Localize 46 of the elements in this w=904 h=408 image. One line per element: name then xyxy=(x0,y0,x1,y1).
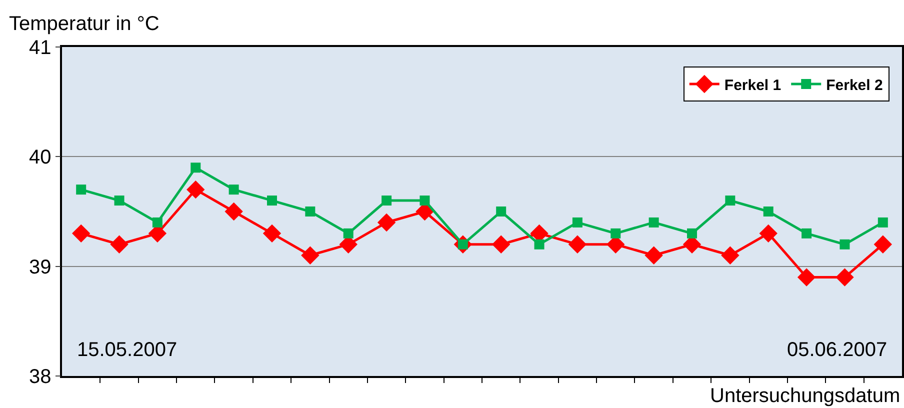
point xyxy=(343,228,354,238)
point xyxy=(228,184,239,195)
legend-label: Ferkel 1 xyxy=(724,76,782,94)
x-axis-title: Untersuchungsdatum xyxy=(710,385,900,407)
point xyxy=(190,162,201,173)
point xyxy=(114,196,124,206)
point xyxy=(874,235,892,254)
point xyxy=(763,206,774,216)
point xyxy=(305,206,316,216)
point xyxy=(648,217,659,228)
point xyxy=(267,196,277,206)
point xyxy=(301,246,320,264)
point xyxy=(186,180,205,199)
point xyxy=(110,235,128,254)
point xyxy=(878,217,888,228)
point xyxy=(572,217,582,228)
y-tick-label: 41 xyxy=(29,37,52,59)
point xyxy=(610,228,621,238)
y-tick-label: 40 xyxy=(29,146,52,169)
point xyxy=(420,196,430,206)
point xyxy=(759,224,778,243)
y-tick-label: 38 xyxy=(29,366,52,388)
point xyxy=(534,239,544,250)
point xyxy=(797,268,816,286)
point xyxy=(377,213,396,232)
point xyxy=(840,239,850,250)
point xyxy=(72,224,90,243)
point xyxy=(568,235,587,254)
y-axis-title: Temperatur in °C xyxy=(9,13,160,35)
point xyxy=(492,235,510,254)
point xyxy=(382,196,392,206)
annotation: 05.06.2007 xyxy=(787,339,888,361)
point xyxy=(687,228,697,238)
annotation: 15.05.2007 xyxy=(77,339,178,361)
point xyxy=(725,196,736,206)
point xyxy=(836,268,854,286)
point xyxy=(152,217,162,228)
point xyxy=(721,246,740,264)
point xyxy=(802,228,812,238)
point xyxy=(224,202,243,221)
y-tick-label: 39 xyxy=(29,256,52,278)
legend-label: Ferkel 2 xyxy=(826,76,883,94)
point xyxy=(644,246,663,264)
point xyxy=(496,206,506,216)
point xyxy=(76,184,86,195)
point xyxy=(262,224,282,243)
